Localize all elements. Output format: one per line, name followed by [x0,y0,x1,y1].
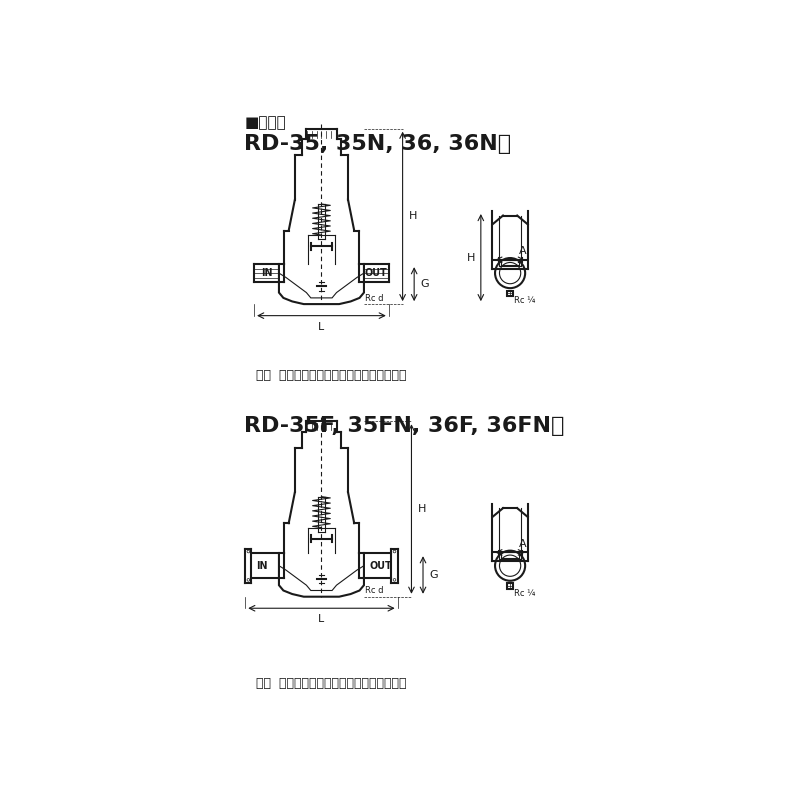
Circle shape [393,578,396,581]
Text: H: H [418,504,426,514]
Text: L: L [318,614,325,625]
Text: Rc ¼: Rc ¼ [514,296,536,305]
Text: G: G [420,279,429,289]
Text: RD-35, 35N, 36, 36N型: RD-35, 35N, 36, 36N型 [245,134,511,154]
Text: 注．  呼び径により構造が多少異なります。: 注． 呼び径により構造が多少異なります。 [256,678,406,690]
Bar [507,291,513,296]
Circle shape [247,550,250,553]
Text: H: H [409,211,417,222]
Text: L: L [318,322,325,332]
Text: A: A [518,246,526,256]
Text: IN: IN [256,561,268,570]
Circle shape [393,550,396,553]
Text: G: G [429,570,438,580]
Text: Rc d: Rc d [366,294,384,302]
Text: Rc ¼: Rc ¼ [514,589,536,598]
Text: A: A [518,538,526,549]
Circle shape [247,578,250,581]
Bar [507,583,513,589]
Text: ■構造図: ■構造図 [245,115,286,130]
Text: 注．  呼び径により構造が多少異なります。: 注． 呼び径により構造が多少異なります。 [256,370,406,382]
Text: H: H [467,253,475,262]
Text: Rc d: Rc d [366,586,384,595]
Text: IN: IN [261,268,272,278]
Text: OUT: OUT [370,561,392,570]
Text: OUT: OUT [365,268,388,278]
Text: RD-35F, 35FN, 36F, 36FN型: RD-35F, 35FN, 36F, 36FN型 [245,415,565,435]
